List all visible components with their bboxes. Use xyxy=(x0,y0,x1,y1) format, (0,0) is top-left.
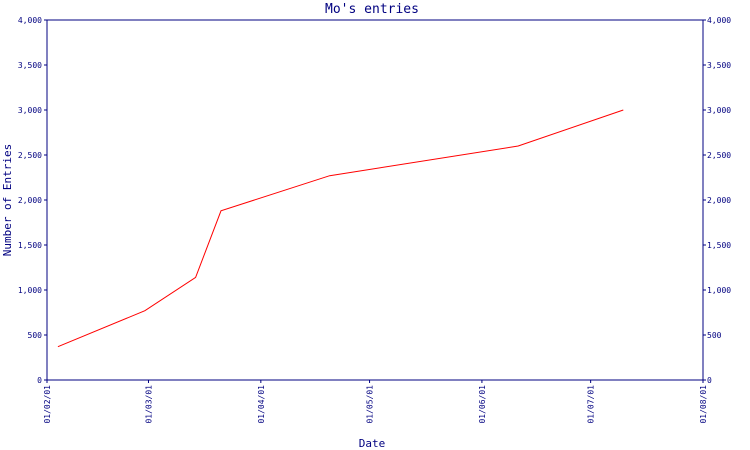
plot-area xyxy=(57,109,624,348)
x-tick-label: 01/08/01 xyxy=(699,385,708,424)
y-tick-label-left: 0 xyxy=(37,376,42,385)
y-tick-label-right: 1,500 xyxy=(707,241,731,250)
x-tick-label: 01/03/01 xyxy=(144,385,153,424)
chart-title: Mo's entries xyxy=(325,2,419,17)
y-tick-label-left: 3,000 xyxy=(18,106,42,115)
series-line-0 xyxy=(57,109,624,348)
y-axis-label: Number of Entries xyxy=(1,144,14,257)
y-tick-label-left: 2,000 xyxy=(18,196,42,205)
y-tick-label-right: 2,000 xyxy=(707,196,731,205)
x-axis-label: Date xyxy=(359,437,386,450)
x-tick-label: 01/06/01 xyxy=(478,385,487,424)
x-tick-label: 01/05/01 xyxy=(366,385,375,424)
y-tick-label-right: 2,500 xyxy=(707,151,731,160)
y-tick-label-right: 4,000 xyxy=(707,16,731,25)
x-tick-label: 01/04/01 xyxy=(257,385,266,424)
y-tick-label-right: 0 xyxy=(707,376,712,385)
y-tick-label-left: 2,500 xyxy=(18,151,42,160)
x-tick-label: 01/07/01 xyxy=(587,385,596,424)
y-tick-label-left: 1,000 xyxy=(18,286,42,295)
x-tick-label: 01/02/01 xyxy=(43,385,52,424)
y-tick-label-right: 500 xyxy=(707,331,722,340)
y-tick-label-right: 1,000 xyxy=(707,286,731,295)
y-tick-label-right: 3,500 xyxy=(707,61,731,70)
y-tick-label-left: 1,500 xyxy=(18,241,42,250)
ticks: 0 0 500 500 1,000 1,000 1,500 1,500 2,000 2,000 2,… xyxy=(18,16,731,424)
y-tick-label-left: 3,500 xyxy=(18,61,42,70)
y-tick-label-left: 500 xyxy=(28,331,43,340)
y-tick-label-left: 4,000 xyxy=(18,16,42,25)
axes xyxy=(46,19,704,381)
y-tick-label-right: 3,000 xyxy=(707,106,731,115)
